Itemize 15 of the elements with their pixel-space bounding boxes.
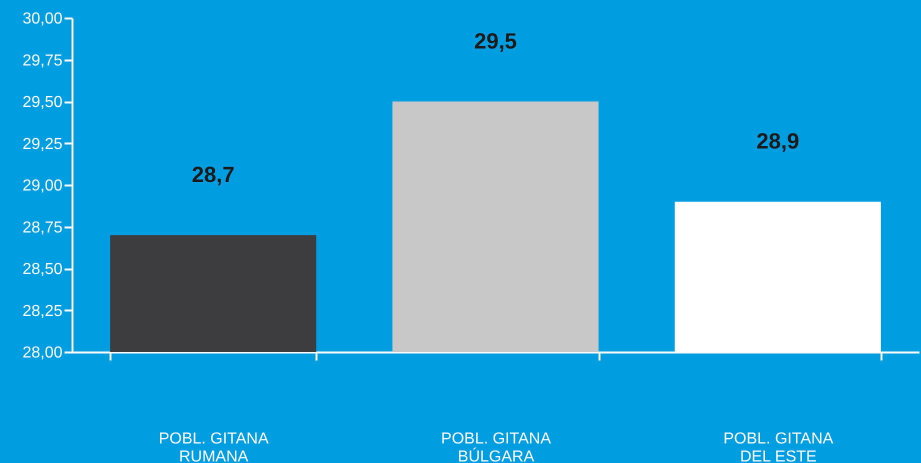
x-tick-label: POBL. GITANA BÚLGARA [441,430,552,463]
y-tick-label: 29,50 [22,94,63,111]
y-tick-label: 29,75 [22,52,63,70]
y-tick-label: 28,50 [22,261,63,278]
data-label: 28,9 [756,128,800,154]
y-tick-label: 28,75 [22,219,63,236]
y-tick-label: 29,00 [22,178,63,194]
data-label: 28,7 [192,162,235,188]
y-tick-label: 30,00 [22,10,63,28]
data-label: 29,5 [474,28,517,54]
y-tick-label: 29,25 [22,136,63,153]
x-tick-label: POBL. GITANA DEL ESTE [723,430,834,463]
x-tick-label: POBL. GITANA RUMANA [158,430,269,463]
y-tick-label: 28,00 [22,344,63,362]
y-tick-label: 28,25 [22,302,63,320]
